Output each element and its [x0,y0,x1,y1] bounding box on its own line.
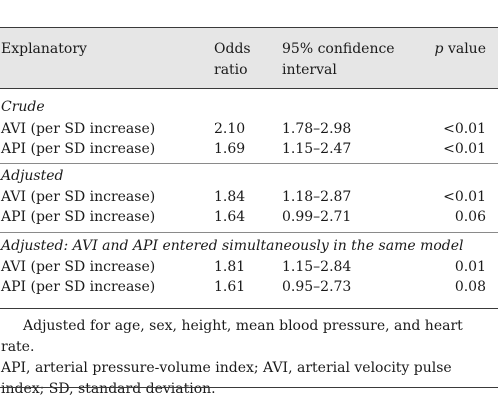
header-explanatory: Explanatory [1,41,87,57]
row-ci: 0.99–2.71 [282,209,352,225]
section-title: Adjusted [1,168,64,184]
bottom-rule [0,308,498,309]
header-p-italic: p [434,41,444,57]
section-adjusted: Adjusted AVI (per SD increase) 1.84 1.18… [0,164,498,230]
row-ci: 1.18–2.87 [282,189,352,205]
table-footnote: Adjusted for age, sex, height, mean bloo… [1,316,498,400]
row-odds-ratio: 1.69 [214,141,246,157]
row-odds-ratio: 1.64 [214,209,246,225]
table-row: AVI (per SD increase) 1.81 1.15–2.84 0.0… [0,257,498,277]
top-rule [0,27,498,28]
header-p-rest: value [443,41,486,57]
end-rule [0,387,498,388]
footnote-abbreviations: API, arterial pressure-volume index; AVI… [1,360,452,397]
footnote-adjustment: Adjusted for age, sex, height, mean bloo… [1,318,463,355]
row-label: AVI (per SD increase) [1,121,156,137]
row-p-value: 0.08 [454,279,486,295]
header-odds-ratio: Odds ratio [214,41,251,78]
table-header: Explanatory Odds ratio 95% confidence in… [0,28,498,89]
table-row: API (per SD increase) 1.64 0.99–2.71 0.0… [0,207,498,227]
section-divider [0,232,498,233]
row-label: AVI (per SD increase) [1,259,156,275]
row-label: API (per SD increase) [1,279,156,295]
row-odds-ratio: 1.84 [214,189,246,205]
row-p-value: <0.01 [443,189,486,205]
row-label: API (per SD increase) [1,141,156,157]
header-confidence-interval: 95% confidence interval [282,41,395,78]
row-label: AVI (per SD increase) [1,189,156,205]
table-row: AVI (per SD increase) 1.84 1.18–2.87 <0.… [0,187,498,207]
section-title: Adjusted: AVI and API entered simultaneo… [1,238,464,254]
row-ci: 0.95–2.73 [282,279,352,295]
row-odds-ratio: 2.10 [214,121,246,137]
results-table: Explanatory Odds ratio 95% confidence in… [0,27,498,309]
row-ci: 1.15–2.84 [282,259,352,275]
section-title: Crude [1,99,45,115]
table-row: AVI (per SD increase) 2.10 1.78–2.98 <0.… [0,119,498,139]
row-odds-ratio: 1.81 [214,259,246,275]
section-divider [0,163,498,164]
header-p-value: p value [435,39,486,60]
row-label: API (per SD increase) [1,209,156,225]
row-p-value: 0.01 [454,259,486,275]
row-ci: 1.78–2.98 [282,121,352,137]
table-row: API (per SD increase) 1.61 0.95–2.73 0.0… [0,277,498,297]
section-crude: Crude AVI (per SD increase) 2.10 1.78–2.… [0,89,498,159]
row-odds-ratio: 1.61 [214,279,246,295]
row-p-value: <0.01 [443,121,486,137]
row-ci: 1.15–2.47 [282,141,352,157]
row-p-value: 0.06 [454,209,486,225]
table-row: API (per SD increase) 1.69 1.15–2.47 <0.… [0,139,498,159]
section-adjusted-simultaneous: Adjusted: AVI and API entered simultaneo… [0,233,498,301]
row-p-value: <0.01 [443,141,486,157]
